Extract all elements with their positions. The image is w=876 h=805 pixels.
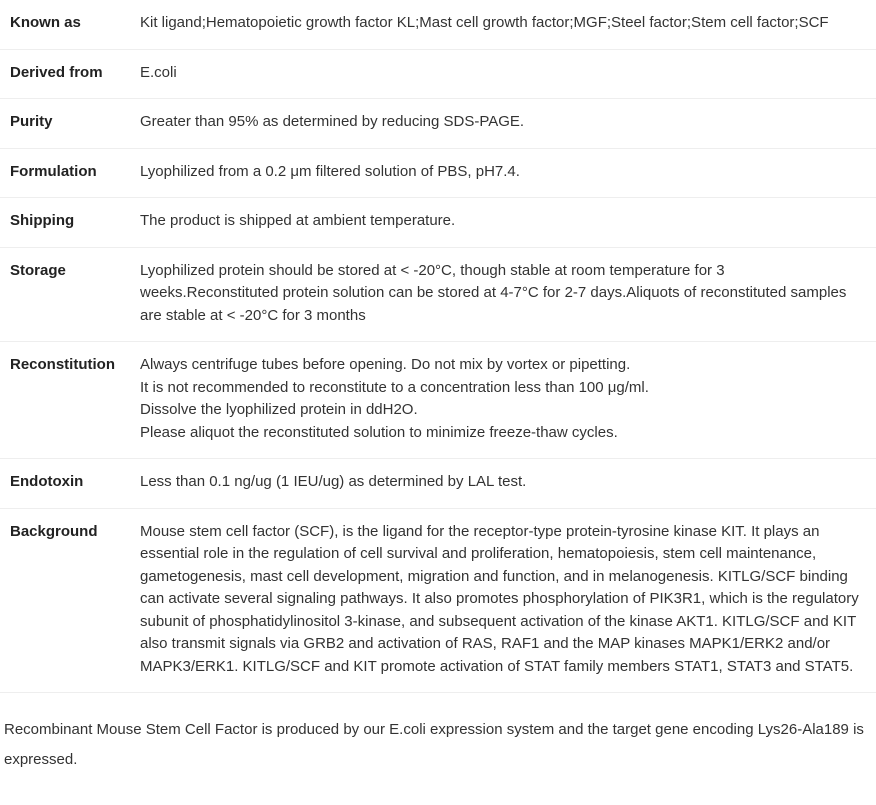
row-value-endotoxin: Less than 0.1 ng/ug (1 IEU/ug) as determ… xyxy=(130,459,876,509)
row-value-formulation: Lyophilized from a 0.2 μm filtered solut… xyxy=(130,148,876,198)
spec-table: Known as Kit ligand;Hematopoietic growth… xyxy=(0,0,876,693)
reconstitution-line: Please aliquot the reconstituted solutio… xyxy=(140,422,866,445)
table-row: Purity Greater than 95% as determined by… xyxy=(0,99,876,149)
row-label-known-as: Known as xyxy=(0,0,130,49)
reconstitution-line: It is not recommended to reconstitute to… xyxy=(140,377,866,400)
reconstitution-line: Dissolve the lyophilized protein in ddH2… xyxy=(140,399,866,422)
reconstitution-line: Always centrifuge tubes before opening. … xyxy=(140,354,866,377)
row-label-shipping: Shipping xyxy=(0,198,130,248)
table-row: Shipping The product is shipped at ambie… xyxy=(0,198,876,248)
row-value-derived-from: E.coli xyxy=(130,49,876,99)
row-value-reconstitution: Always centrifuge tubes before opening. … xyxy=(130,342,876,459)
row-label-formulation: Formulation xyxy=(0,148,130,198)
table-row: Known as Kit ligand;Hematopoietic growth… xyxy=(0,0,876,49)
table-row: Storage Lyophilized protein should be st… xyxy=(0,247,876,342)
row-value-storage: Lyophilized protein should be stored at … xyxy=(130,247,876,342)
row-value-shipping: The product is shipped at ambient temper… xyxy=(130,198,876,248)
row-label-reconstitution: Reconstitution xyxy=(0,342,130,459)
row-label-background: Background xyxy=(0,508,130,693)
spec-table-body: Known as Kit ligand;Hematopoietic growth… xyxy=(0,0,876,693)
row-value-purity: Greater than 95% as determined by reduci… xyxy=(130,99,876,149)
row-label-derived-from: Derived from xyxy=(0,49,130,99)
table-row: Background Mouse stem cell factor (SCF),… xyxy=(0,508,876,693)
table-row: Formulation Lyophilized from a 0.2 μm fi… xyxy=(0,148,876,198)
table-row: Endotoxin Less than 0.1 ng/ug (1 IEU/ug)… xyxy=(0,459,876,509)
product-description-footer: Recombinant Mouse Stem Cell Factor is pr… xyxy=(0,693,876,805)
product-spec-container: Known as Kit ligand;Hematopoietic growth… xyxy=(0,0,876,805)
table-row: Derived from E.coli xyxy=(0,49,876,99)
row-value-background: Mouse stem cell factor (SCF), is the lig… xyxy=(130,508,876,693)
row-label-storage: Storage xyxy=(0,247,130,342)
row-label-endotoxin: Endotoxin xyxy=(0,459,130,509)
table-row: Reconstitution Always centrifuge tubes b… xyxy=(0,342,876,459)
row-value-known-as: Kit ligand;Hematopoietic growth factor K… xyxy=(130,0,876,49)
row-label-purity: Purity xyxy=(0,99,130,149)
